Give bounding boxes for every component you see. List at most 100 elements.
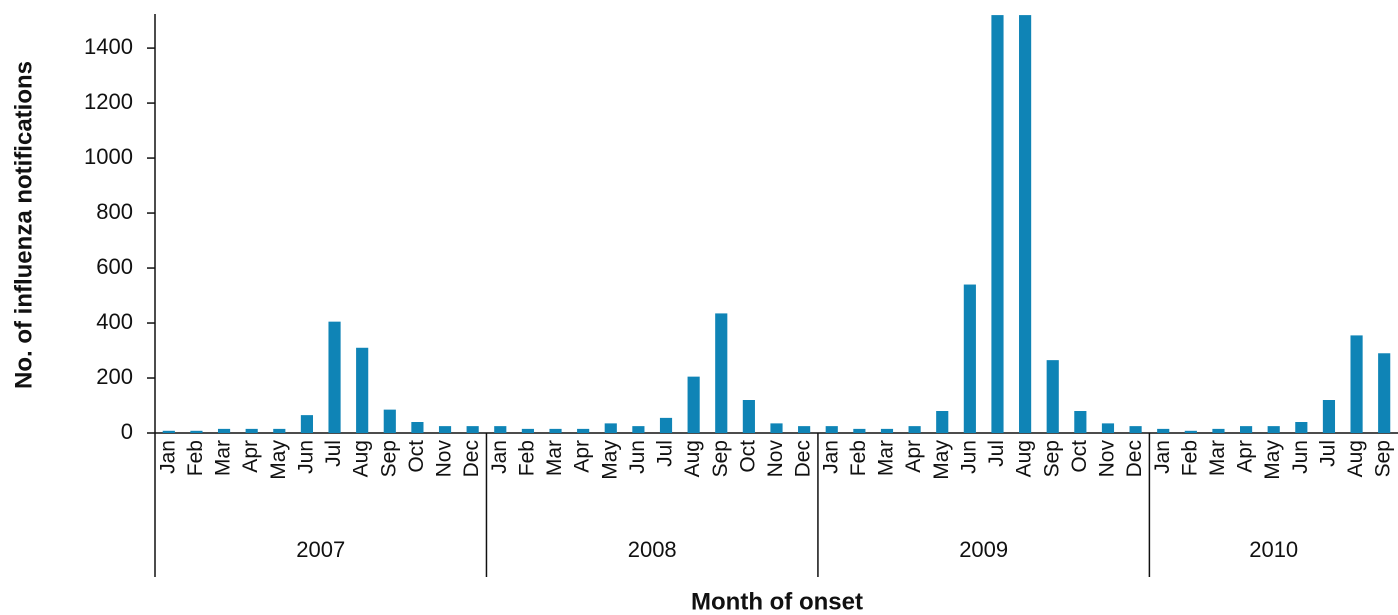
y-tick-label: 800 [96, 199, 133, 224]
bar [853, 428, 866, 433]
bar [880, 428, 894, 433]
bar [1240, 426, 1253, 433]
x-tick-label: Mar [543, 440, 566, 476]
x-tick-label: Jun [1289, 440, 1312, 474]
bar [466, 426, 479, 433]
year-label: 2008 [628, 537, 677, 562]
bar [687, 376, 700, 433]
x-tick-label: Jan [156, 440, 179, 474]
bar [963, 284, 976, 433]
bar [1046, 360, 1059, 433]
bar [991, 15, 1004, 434]
bar [1074, 411, 1087, 433]
x-tick-label: Dec [1123, 440, 1146, 477]
x-tick-label: Dec [460, 440, 483, 477]
x-tick-label: Nov [433, 440, 456, 478]
bar [494, 426, 507, 433]
x-tick-label: Feb [515, 440, 538, 476]
bar [383, 409, 396, 433]
x-tick-label: Nov [764, 440, 787, 478]
x-tick-label: Jan [819, 440, 842, 474]
x-tick-label: Apr [571, 440, 594, 473]
bar [1267, 426, 1280, 433]
bar [936, 411, 949, 433]
bar [798, 426, 811, 433]
bar [300, 415, 313, 433]
x-tick-label: Jun [957, 440, 980, 474]
x-tick-label: Apr [239, 440, 262, 473]
x-tick-label: Sep [1040, 440, 1063, 477]
y-tick-label: 200 [96, 364, 133, 389]
year-label: 2009 [959, 537, 1008, 562]
y-tick-label: 1000 [84, 144, 133, 169]
x-tick-label: May [930, 440, 953, 480]
x-tick-label: Apr [902, 440, 925, 473]
y-tick-label: 1200 [84, 89, 133, 114]
bar [273, 428, 286, 433]
bar [1212, 428, 1225, 433]
bar [1322, 400, 1336, 433]
x-tick-label: May [598, 440, 621, 480]
x-tick-label: Jul [322, 440, 345, 467]
bar [1295, 422, 1308, 433]
bar [742, 400, 755, 433]
x-tick-label: Feb [1178, 440, 1201, 476]
x-tick-label: Oct [405, 440, 428, 473]
x-tick-label: Jun [294, 440, 317, 474]
y-tick-label: 600 [96, 254, 133, 279]
x-tick-label: Nov [1096, 440, 1119, 478]
bar [908, 426, 921, 433]
x-tick-label: Jul [985, 440, 1008, 467]
bar [1350, 335, 1363, 433]
x-tick-label: Feb [847, 440, 870, 476]
bar [245, 428, 258, 433]
x-tick-label: Mar [875, 440, 898, 476]
x-tick-label: Jan [1151, 440, 1174, 474]
bar [190, 430, 203, 433]
x-tick-label: Aug [1013, 440, 1036, 477]
bar [356, 347, 369, 433]
bar [632, 426, 645, 433]
bar [770, 423, 783, 433]
bar [438, 426, 452, 433]
x-tick-label: Oct [736, 440, 759, 473]
bar [1019, 15, 1032, 434]
x-tick-label: Mar [212, 440, 235, 476]
y-tick-label: 1400 [84, 34, 133, 59]
x-tick-label: Oct [1068, 440, 1091, 473]
x-tick-label: Mar [1206, 440, 1229, 476]
bar [1184, 430, 1197, 433]
x-tick-label: Jun [626, 440, 649, 474]
y-tick-label: 0 [121, 419, 133, 444]
bar [328, 321, 341, 433]
bar [1129, 426, 1142, 433]
bar [549, 428, 562, 433]
x-tick-label: May [267, 440, 290, 480]
x-tick-label: Jul [654, 440, 677, 467]
x-tick-label: Sep [1372, 440, 1395, 477]
x-tick-label: Feb [184, 440, 207, 476]
x-tick-label: May [1261, 440, 1284, 480]
bar [521, 428, 534, 433]
bar [715, 313, 728, 433]
bar [659, 417, 673, 433]
bars [162, 15, 1391, 434]
bar [604, 423, 617, 433]
bar [1101, 423, 1115, 433]
x-tick-label: Jan [488, 440, 511, 474]
bar [1378, 353, 1391, 433]
bar [825, 426, 838, 433]
bar [217, 428, 231, 433]
x-tick-label: Dec [792, 440, 815, 477]
x-axis-title: Month of onset [691, 588, 863, 615]
bar [162, 430, 175, 433]
y-tick-label: 400 [96, 309, 133, 334]
x-tick-label: Sep [709, 440, 732, 477]
bar [1157, 428, 1170, 433]
x-tick-label: Apr [1234, 440, 1257, 473]
x-tick-label: Aug [350, 440, 373, 477]
year-label: 2010 [1249, 537, 1298, 562]
y-axis-title: No. of influenza notifications [10, 61, 37, 389]
